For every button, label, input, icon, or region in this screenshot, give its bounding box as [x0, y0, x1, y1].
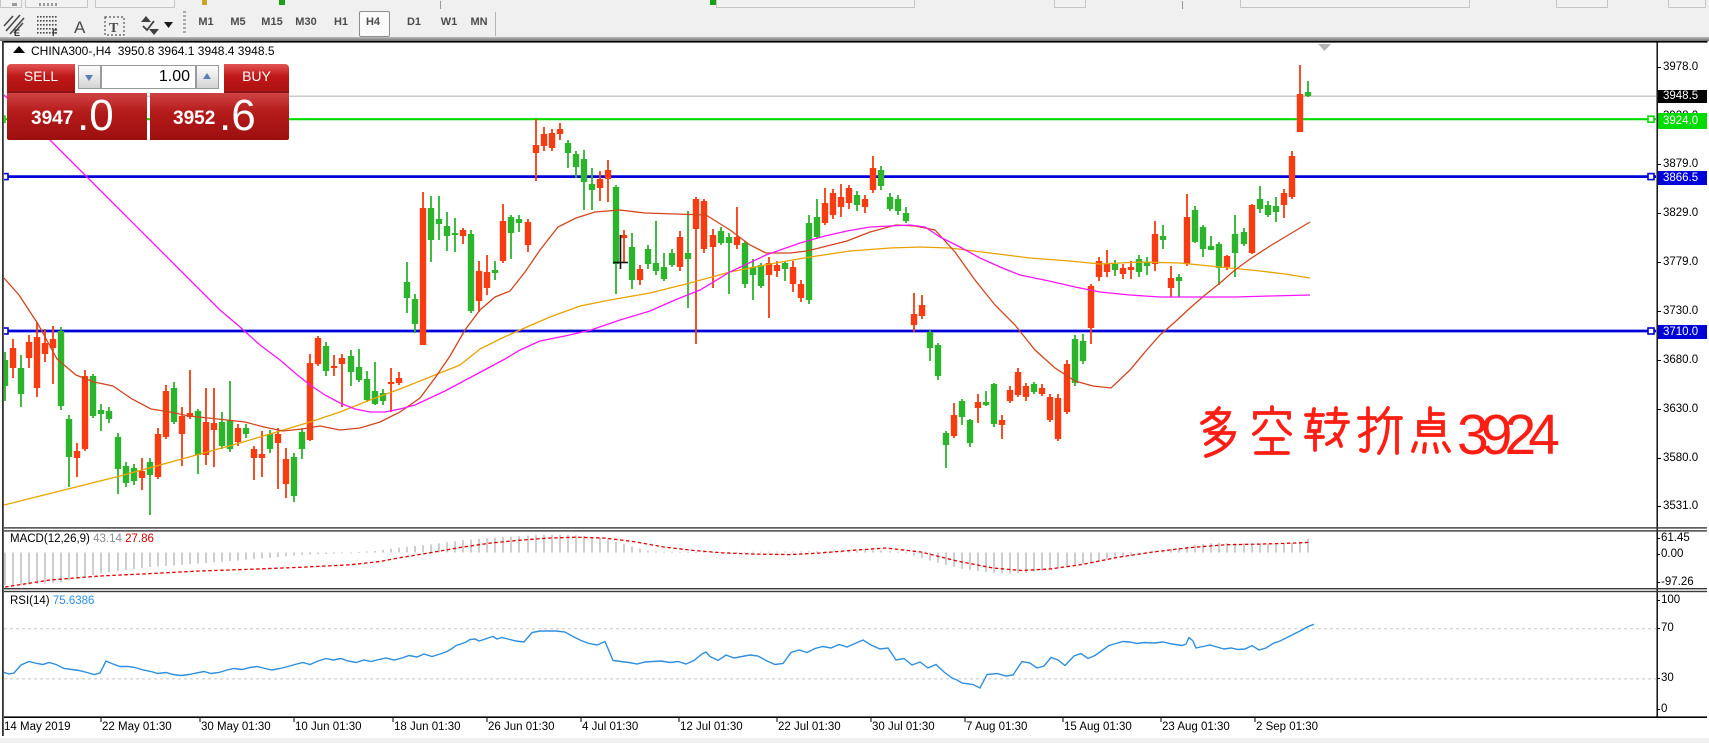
- svg-text:A: A: [74, 18, 86, 37]
- svg-text:T: T: [109, 21, 119, 36]
- svg-text:F: F: [52, 28, 58, 38]
- svg-text:E: E: [14, 28, 20, 38]
- svg-text:3924: 3924: [1457, 403, 1560, 467]
